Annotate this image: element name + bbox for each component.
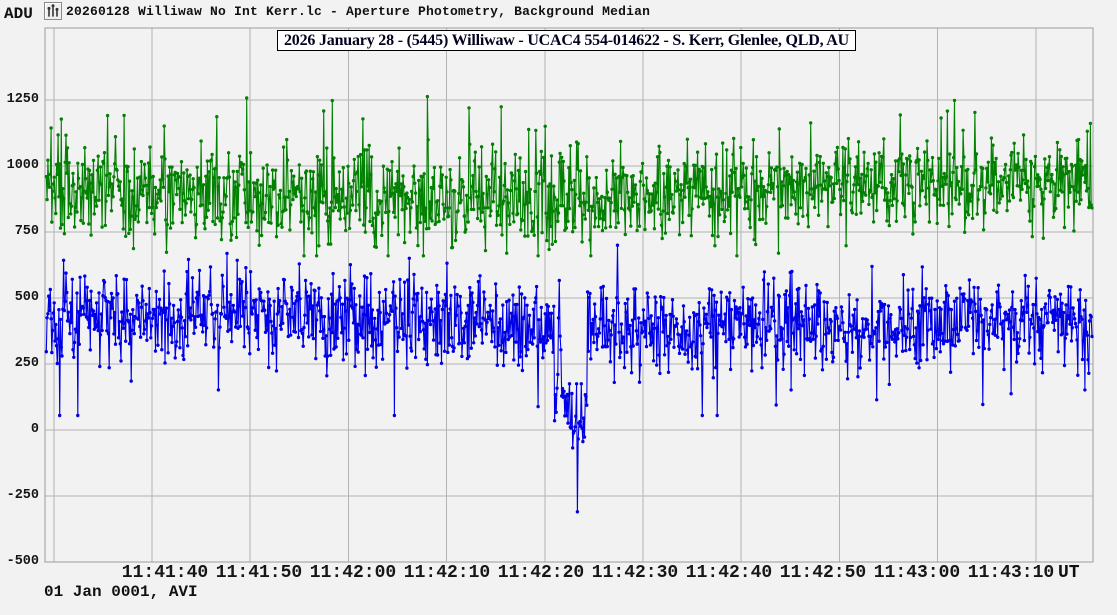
comparison-star-series-points <box>44 94 1094 258</box>
footer-date-format: 01 Jan 0001, AVI <box>44 583 198 601</box>
comparison-star-series-line <box>45 96 1093 256</box>
observation-title: 2026 January 28 - (5445) Williwaw - UCAC… <box>277 30 857 51</box>
y-tick-label: -500 <box>6 554 39 569</box>
x-tick-label: 11:42:00 <box>309 563 397 583</box>
target-star-series-line <box>45 245 1093 512</box>
x-tick-label: 11:41:50 <box>215 563 303 583</box>
x-tick-label: 11:42:50 <box>779 563 867 583</box>
x-tick-label: 11:43:00 <box>873 563 961 583</box>
y-tick-label: 750 <box>14 224 39 239</box>
light-curve-icon[interactable] <box>44 2 62 20</box>
y-tick-label: 500 <box>14 290 39 305</box>
x-tick-label: 11:42:10 <box>403 563 491 583</box>
y-axis-unit-label: ADU <box>4 5 33 23</box>
y-tick-label: 0 <box>30 422 39 437</box>
plot-frame <box>44 27 1094 563</box>
grid <box>45 28 1093 562</box>
x-tick-label: 11:43:10 <box>967 563 1055 583</box>
target-star-series-points <box>44 243 1094 514</box>
y-tick-label: 250 <box>14 356 39 371</box>
light-curve-icon-glyph <box>47 4 59 17</box>
y-tick-label: -250 <box>6 488 39 503</box>
x-tick-label: 11:41:40 <box>121 563 209 583</box>
x-tick-label: 11:42:40 <box>685 563 773 583</box>
y-tick-label: 1000 <box>6 158 39 173</box>
y-tick-label: 1250 <box>6 92 39 107</box>
x-tick-label: 11:42:30 <box>591 563 679 583</box>
x-tick-label: 11:42:20 <box>497 563 585 583</box>
x-axis-unit-label: UT <box>1058 563 1080 583</box>
window-title: 20260128 Williwaw No Int Kerr.lc - Apert… <box>66 4 651 19</box>
